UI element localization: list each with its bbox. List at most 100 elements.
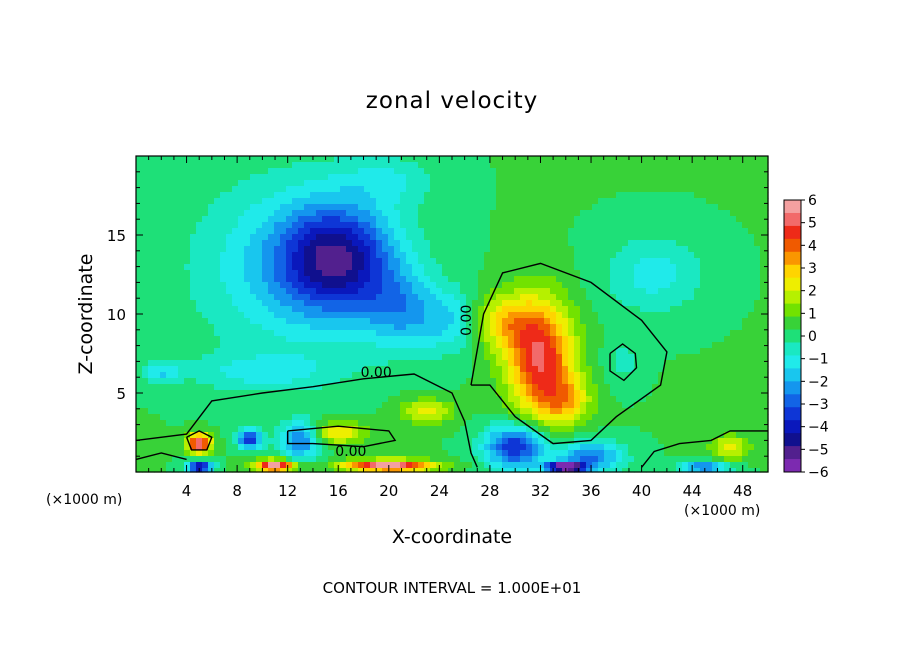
field-cell (256, 336, 263, 343)
field-cell (226, 396, 233, 403)
field-cell (262, 402, 269, 409)
field-cell (460, 222, 467, 229)
field-cell (142, 222, 149, 229)
field-cell (256, 348, 263, 355)
field-cell (706, 330, 713, 337)
field-cell (400, 324, 407, 331)
field-cell (382, 300, 389, 307)
field-cell (460, 420, 467, 427)
field-cell (538, 210, 545, 217)
field-cell (598, 162, 605, 169)
field-cell (460, 204, 467, 211)
field-cell (484, 198, 491, 205)
field-cell (454, 264, 461, 271)
field-cell (208, 258, 215, 265)
field-cell (166, 402, 173, 409)
field-cell (340, 174, 347, 181)
field-cell (544, 378, 551, 385)
field-cell (538, 426, 545, 433)
field-cell (544, 282, 551, 289)
field-cell (154, 240, 161, 247)
field-cell (400, 300, 407, 307)
field-cell (508, 360, 515, 367)
field-cell (688, 300, 695, 307)
field-cell (466, 234, 473, 241)
field-cell (670, 408, 677, 415)
field-cell (622, 402, 629, 409)
field-cell (628, 216, 635, 223)
field-cell (226, 204, 233, 211)
field-cell (148, 348, 155, 355)
field-cell (454, 348, 461, 355)
field-cell (196, 234, 203, 241)
field-cell (670, 234, 677, 241)
field-cell (664, 180, 671, 187)
field-cell (628, 294, 635, 301)
field-cell (178, 270, 185, 277)
field-cell (220, 270, 227, 277)
field-cell (262, 186, 269, 193)
field-cell (310, 402, 317, 409)
field-cell (688, 234, 695, 241)
field-cell (664, 378, 671, 385)
field-cell (202, 294, 209, 301)
field-cell (430, 312, 437, 319)
field-cell (274, 354, 281, 361)
field-cell (256, 246, 263, 253)
field-cell (526, 306, 533, 313)
field-cell (430, 252, 437, 259)
field-cell (280, 294, 287, 301)
field-cell (694, 156, 701, 163)
field-cell (622, 216, 629, 223)
field-cell (496, 270, 503, 277)
field-cell (688, 384, 695, 391)
field-cell (250, 288, 257, 295)
field-cell (448, 306, 455, 313)
field-cell (406, 192, 413, 199)
field-cell (640, 264, 647, 271)
field-cell (190, 318, 197, 325)
field-cell (406, 156, 413, 163)
field-cell (550, 426, 557, 433)
field-cell (412, 360, 419, 367)
field-cell (508, 414, 515, 421)
field-cell (250, 276, 257, 283)
field-cell (412, 342, 419, 349)
field-cell (388, 420, 395, 427)
field-cell (388, 168, 395, 175)
field-cell (370, 414, 377, 421)
field-cell (196, 264, 203, 271)
field-cell (640, 306, 647, 313)
field-cell (412, 324, 419, 331)
field-cell (346, 234, 353, 241)
field-cell (610, 204, 617, 211)
field-cell (514, 354, 521, 361)
field-cell (478, 264, 485, 271)
field-cell (718, 426, 725, 433)
field-cell (412, 252, 419, 259)
field-cell (214, 156, 221, 163)
field-cell (376, 168, 383, 175)
field-cell (490, 288, 497, 295)
field-cell (520, 408, 527, 415)
field-cell (292, 426, 299, 433)
field-cell (730, 366, 737, 373)
field-cell (154, 234, 161, 241)
field-cell (292, 240, 299, 247)
field-cell (418, 312, 425, 319)
field-cell (700, 192, 707, 199)
field-cell (472, 324, 479, 331)
field-cell (238, 336, 245, 343)
field-cell (766, 294, 769, 301)
field-cell (208, 426, 215, 433)
field-cell (532, 342, 539, 349)
field-cell (736, 240, 743, 247)
field-cell (214, 294, 221, 301)
field-cell (514, 198, 521, 205)
field-cell (724, 246, 731, 253)
field-cell (226, 384, 233, 391)
field-cell (610, 270, 617, 277)
field-cell (172, 312, 179, 319)
field-cell (166, 384, 173, 391)
field-cell (214, 312, 221, 319)
